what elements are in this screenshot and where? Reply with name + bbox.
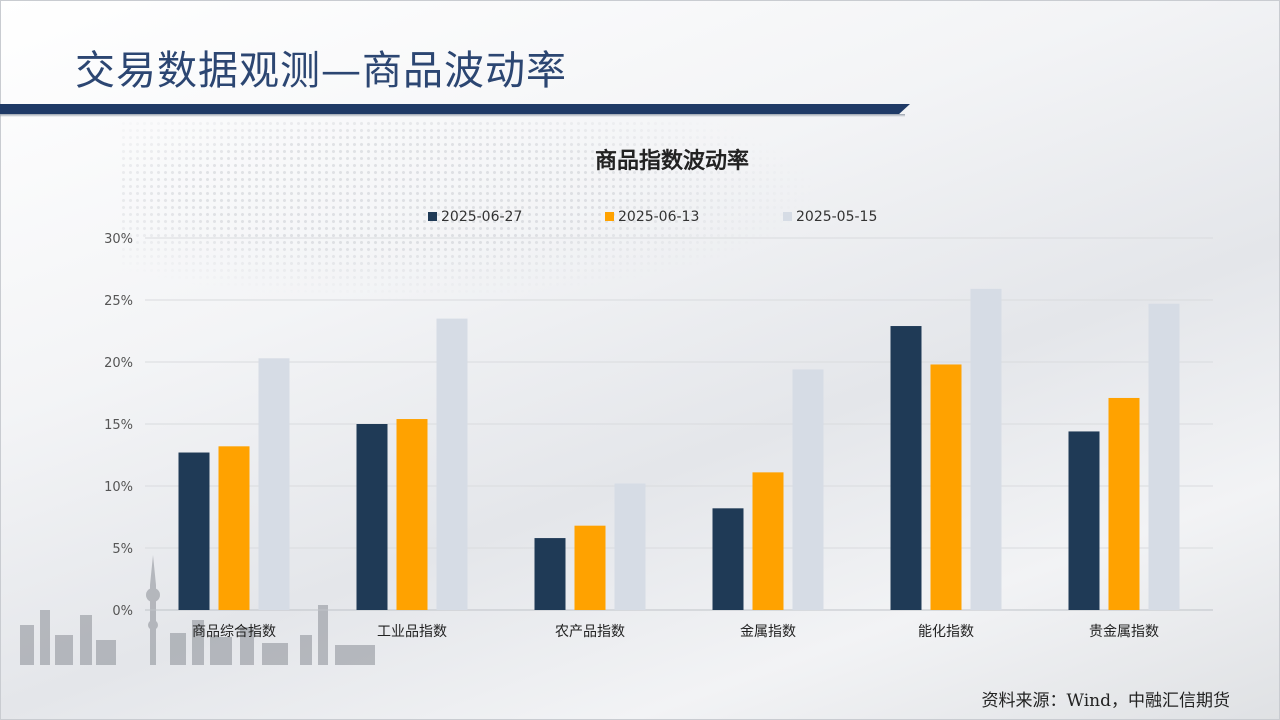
bar bbox=[574, 525, 606, 610]
y-tick-label: 0% bbox=[112, 604, 133, 619]
bar bbox=[930, 364, 962, 610]
bar bbox=[792, 369, 824, 610]
y-tick-label: 30% bbox=[104, 232, 133, 247]
page-title: 交易数据观测—商品波动率 bbox=[75, 48, 567, 94]
bar bbox=[218, 446, 250, 610]
x-tick-label: 农产品指数 bbox=[555, 624, 625, 640]
bar bbox=[712, 508, 744, 610]
x-axis: 商品综合指数 工业品指数 农产品指数 金属指数 能化指数 贵金属指数 bbox=[192, 624, 1159, 640]
bar bbox=[1108, 397, 1140, 610]
bar bbox=[614, 483, 646, 610]
bar bbox=[890, 326, 922, 610]
bar bbox=[258, 358, 290, 610]
bar bbox=[436, 318, 468, 610]
y-tick-label: 25% bbox=[104, 294, 133, 309]
title-underline-shadow bbox=[0, 114, 905, 117]
bar bbox=[1148, 303, 1180, 610]
bar bbox=[752, 472, 784, 610]
bar bbox=[970, 288, 1002, 610]
world-map-background bbox=[120, 120, 820, 300]
y-axis: 0% 5% 10% 15% 20% 25% 30% bbox=[104, 232, 133, 619]
y-tick-label: 20% bbox=[104, 356, 133, 371]
x-tick-label: 能化指数 bbox=[918, 624, 974, 640]
legend-swatch bbox=[783, 212, 792, 221]
source-note: 资料来源：Wind，中融汇信期货 bbox=[981, 691, 1230, 711]
bar bbox=[1068, 431, 1100, 610]
chart-gridlines bbox=[145, 237, 1213, 611]
legend-label: 2025-06-27 bbox=[441, 209, 522, 225]
x-tick-label: 工业品指数 bbox=[377, 624, 447, 640]
legend-label: 2025-06-13 bbox=[618, 209, 699, 225]
city-skyline-background bbox=[20, 555, 375, 665]
chart-title: 商品指数波动率 bbox=[595, 148, 749, 174]
bar bbox=[178, 452, 210, 610]
legend-swatch bbox=[428, 212, 437, 221]
bar-group bbox=[178, 288, 1180, 610]
y-tick-label: 10% bbox=[104, 480, 133, 495]
x-tick-label: 贵金属指数 bbox=[1089, 624, 1159, 640]
legend-swatch bbox=[605, 212, 614, 221]
y-tick-label: 15% bbox=[104, 418, 133, 433]
bar bbox=[356, 424, 388, 610]
title-underline-bar bbox=[0, 104, 910, 114]
y-tick-label: 5% bbox=[112, 542, 133, 557]
chart-legend: 2025-06-27 2025-06-13 2025-05-15 bbox=[428, 209, 877, 225]
bar bbox=[534, 538, 566, 610]
x-tick-label: 商品综合指数 bbox=[192, 624, 276, 640]
legend-label: 2025-05-15 bbox=[796, 209, 877, 225]
x-tick-label: 金属指数 bbox=[740, 624, 796, 640]
bar bbox=[396, 419, 428, 610]
